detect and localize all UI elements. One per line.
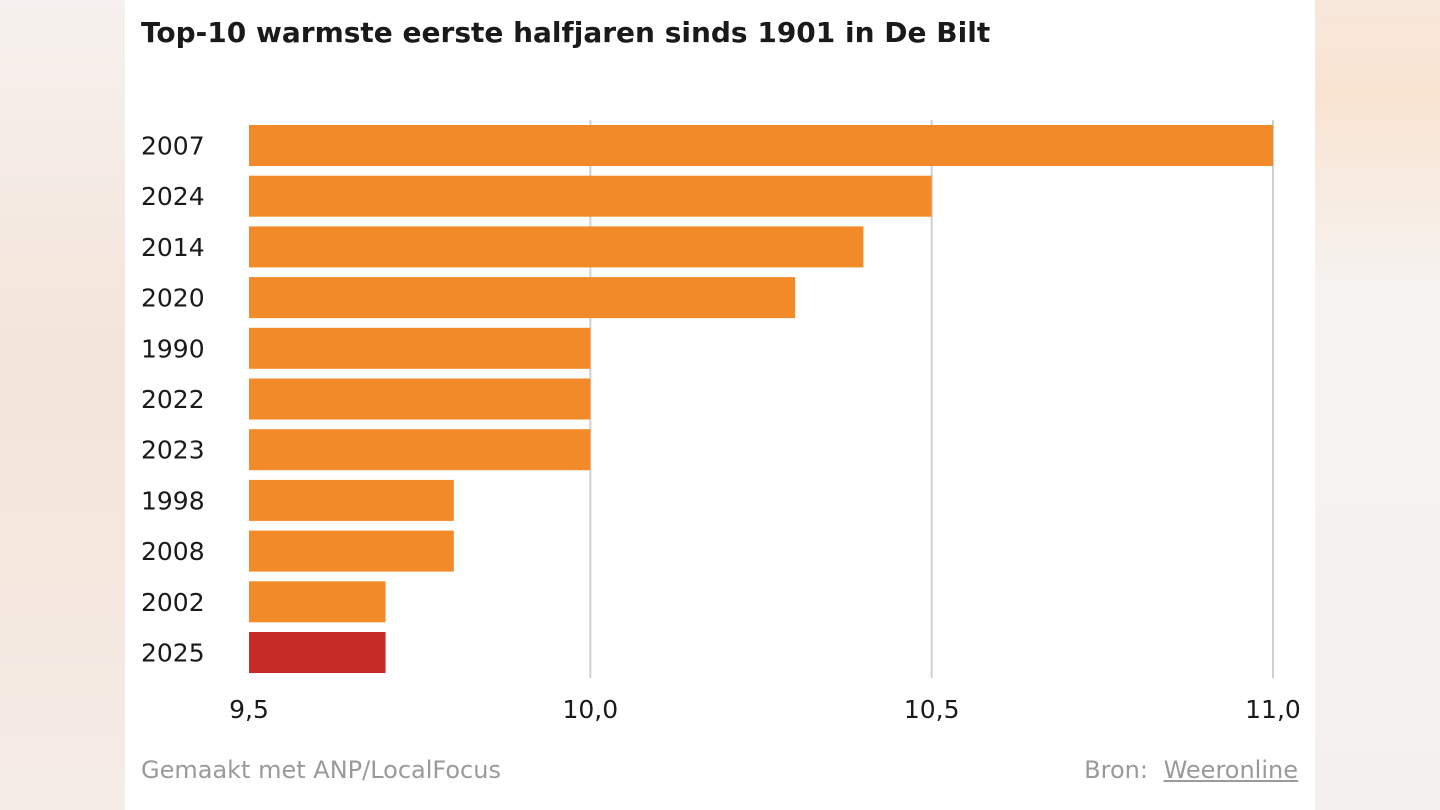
x-tick-label-2: 10,5 bbox=[904, 695, 960, 724]
x-tick-label-3: 11,0 bbox=[1245, 695, 1301, 724]
category-label-1990: 1990 bbox=[141, 334, 205, 363]
category-label-2007: 2007 bbox=[141, 132, 205, 161]
category-label-2023: 2023 bbox=[141, 436, 205, 465]
source-line: Bron: Weeronline bbox=[1084, 756, 1298, 784]
category-label-2022: 2022 bbox=[141, 385, 205, 414]
x-tick-label-0: 9,5 bbox=[229, 695, 269, 724]
background-right bbox=[1315, 0, 1440, 810]
x-tick-label-1: 10,0 bbox=[562, 695, 618, 724]
credit-link[interactable]: Gemaakt met ANP/LocalFocus bbox=[141, 756, 501, 784]
category-label-2020: 2020 bbox=[141, 284, 205, 313]
category-label-2014: 2014 bbox=[141, 233, 205, 262]
background-left bbox=[0, 0, 125, 810]
bar-2022[interactable] bbox=[249, 378, 591, 420]
bar-2023[interactable] bbox=[249, 429, 591, 471]
bar-2014[interactable] bbox=[249, 226, 864, 268]
bar-2002[interactable] bbox=[249, 581, 386, 623]
bar-2024[interactable] bbox=[249, 175, 932, 217]
category-label-2002: 2002 bbox=[141, 588, 205, 617]
bar-1998[interactable] bbox=[249, 479, 454, 521]
category-label-1998: 1998 bbox=[141, 486, 205, 515]
bar-2007[interactable] bbox=[249, 125, 1273, 166]
chart-title: Top-10 warmste eerste halfjaren sinds 19… bbox=[141, 16, 991, 49]
source-link[interactable]: Weeronline bbox=[1163, 756, 1298, 784]
bar-chart: 2007 2024 2014 2020 1990 2022 2023 1998 2008 2002… bbox=[141, 120, 1301, 724]
bar-1990[interactable] bbox=[249, 327, 591, 369]
bar-2025[interactable] bbox=[249, 632, 386, 673]
source-label: Bron: bbox=[1084, 756, 1148, 784]
bar-2020[interactable] bbox=[249, 277, 796, 319]
category-label-2025: 2025 bbox=[141, 639, 205, 668]
category-label-2008: 2008 bbox=[141, 537, 205, 566]
category-label-2024: 2024 bbox=[141, 182, 205, 211]
bar-2008[interactable] bbox=[249, 530, 454, 572]
